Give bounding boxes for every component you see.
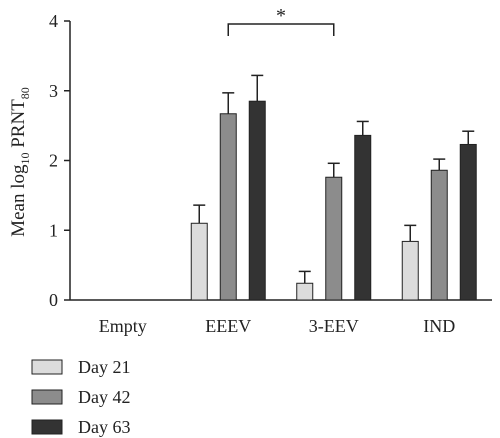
significance-label: * <box>276 5 286 27</box>
legend-label: Day 42 <box>78 387 131 407</box>
bar <box>296 282 314 301</box>
bar <box>190 222 208 301</box>
bar <box>354 134 372 301</box>
x-axis: Empty EEEV 3-EEV IND <box>70 299 492 336</box>
y-tick-label: 4 <box>49 11 58 31</box>
legend-swatch <box>31 389 63 405</box>
bar <box>459 143 477 301</box>
bar <box>219 113 237 301</box>
bar <box>401 240 419 301</box>
x-tick-label: IND <box>423 316 455 336</box>
legend-label: Day 63 <box>78 417 131 437</box>
y-label-main: Mean log <box>8 164 29 237</box>
y-tick-label: 1 <box>49 220 58 240</box>
legend-swatch <box>31 359 63 375</box>
x-tick-label: EEEV <box>205 316 251 336</box>
y-tick-label: 3 <box>49 81 58 101</box>
bars-group <box>190 74 477 301</box>
legend-label: Day 21 <box>78 357 131 377</box>
x-tick-label: 3-EEV <box>309 316 359 336</box>
y-axis: 0 1 2 3 4 <box>49 11 71 310</box>
y-label-mid: PRNT <box>8 99 29 153</box>
significance-bracket: * <box>227 5 335 36</box>
bar <box>430 169 448 301</box>
y-label-sub1: 10 <box>18 153 32 165</box>
legend-swatch <box>31 419 63 435</box>
y-tick-label: 2 <box>49 151 58 171</box>
significance-line <box>227 23 335 36</box>
x-tick-label: Empty <box>99 316 147 336</box>
bar <box>248 100 266 301</box>
bar <box>325 176 343 301</box>
y-label-sub2: 80 <box>18 87 32 99</box>
y-tick-label: 0 <box>49 290 58 310</box>
y-axis-label: Mean log10 PRNT80 <box>8 87 32 237</box>
legend: Day 21 Day 42 Day 63 <box>31 357 131 437</box>
